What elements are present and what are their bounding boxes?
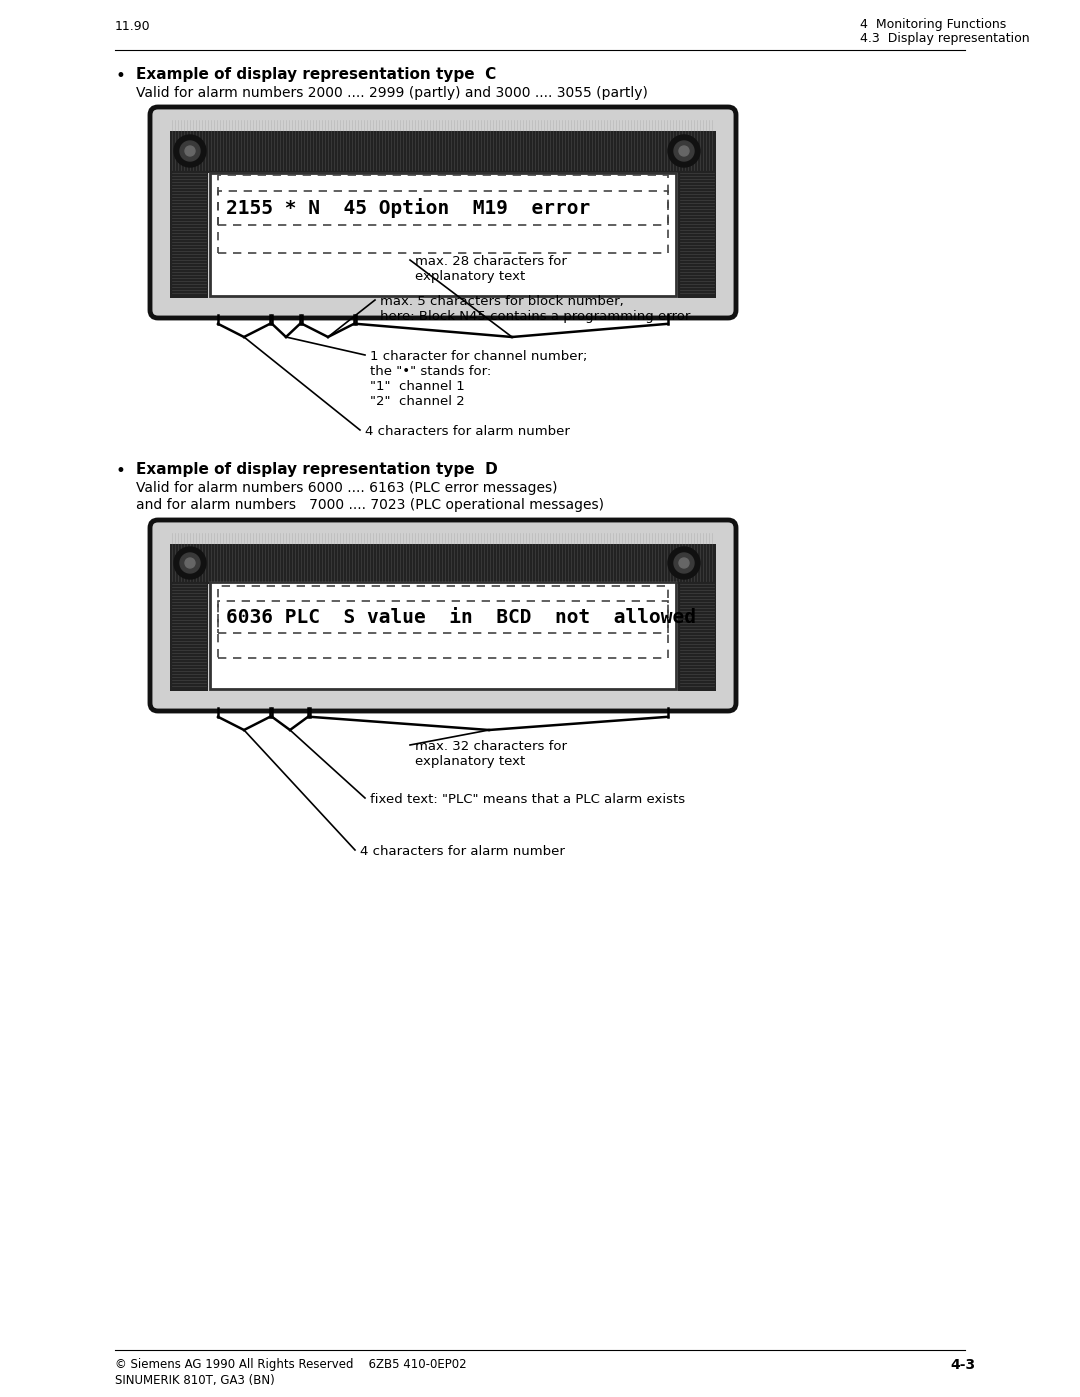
Bar — [170, 173, 208, 298]
Text: max. 28 characters for
explanatory text: max. 28 characters for explanatory text — [415, 256, 567, 284]
Text: 2155 * N  45 Option  M19  error: 2155 * N 45 Option M19 error — [226, 198, 591, 218]
Text: Example of display representation type  D: Example of display representation type D — [136, 462, 498, 476]
Text: 4 characters for alarm number: 4 characters for alarm number — [365, 425, 570, 439]
Bar — [218, 601, 669, 633]
Bar — [170, 584, 208, 692]
Bar — [210, 583, 676, 689]
Circle shape — [174, 136, 206, 168]
Text: 4-3: 4-3 — [950, 1358, 975, 1372]
FancyBboxPatch shape — [150, 520, 735, 711]
Bar — [218, 175, 669, 253]
Bar — [218, 191, 669, 225]
Circle shape — [679, 557, 689, 569]
Bar — [218, 585, 669, 658]
FancyBboxPatch shape — [150, 108, 735, 319]
Text: •: • — [116, 67, 126, 85]
Text: Example of display representation type  C: Example of display representation type C — [136, 67, 496, 82]
Text: Valid for alarm numbers 6000 .... 6163 (PLC error messages): Valid for alarm numbers 6000 .... 6163 (… — [136, 481, 557, 495]
Circle shape — [174, 548, 206, 578]
Text: 4 characters for alarm number: 4 characters for alarm number — [360, 845, 565, 858]
Text: SINUMERIK 810T, GA3 (BN): SINUMERIK 810T, GA3 (BN) — [114, 1375, 274, 1387]
Text: and for alarm numbers   7000 .... 7023 (PLC operational messages): and for alarm numbers 7000 .... 7023 (PL… — [136, 497, 604, 511]
Text: 11.90: 11.90 — [114, 20, 150, 34]
Text: fixed text: "PLC" means that a PLC alarm exists: fixed text: "PLC" means that a PLC alarm… — [370, 793, 685, 806]
Bar — [678, 584, 716, 692]
Bar — [210, 173, 676, 296]
Circle shape — [185, 557, 195, 569]
Text: © Siemens AG 1990 All Rights Reserved    6ZB5 410-0EP02: © Siemens AG 1990 All Rights Reserved 6Z… — [114, 1358, 467, 1370]
Circle shape — [180, 553, 200, 573]
Circle shape — [674, 141, 694, 161]
Text: 4.3  Display representation: 4.3 Display representation — [860, 32, 1029, 45]
Circle shape — [674, 553, 694, 573]
Bar — [678, 173, 716, 298]
Text: •: • — [116, 462, 126, 481]
Circle shape — [669, 548, 700, 578]
Circle shape — [679, 147, 689, 156]
Circle shape — [185, 147, 195, 156]
Circle shape — [180, 141, 200, 161]
Text: max. 32 characters for
explanatory text: max. 32 characters for explanatory text — [415, 740, 567, 768]
Text: max. 5 characters for block number,
here: Block N45 contains a programming error: max. 5 characters for block number, here… — [380, 295, 690, 323]
Bar — [170, 543, 716, 584]
Text: 1 character for channel number;
the "•" stands for:
"1"  channel 1
"2"  channel : 1 character for channel number; the "•" … — [370, 351, 588, 408]
Text: 6036 PLC  S value  in  BCD  not  allowed: 6036 PLC S value in BCD not allowed — [226, 608, 696, 627]
Bar — [170, 131, 716, 173]
Circle shape — [669, 136, 700, 168]
Text: 4  Monitoring Functions: 4 Monitoring Functions — [860, 18, 1007, 31]
Text: Valid for alarm numbers 2000 .... 2999 (partly) and 3000 .... 3055 (partly): Valid for alarm numbers 2000 .... 2999 (… — [136, 87, 648, 101]
